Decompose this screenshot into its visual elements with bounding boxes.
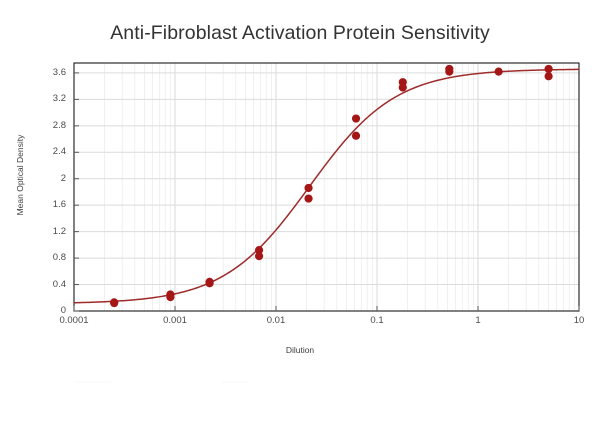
data-point bbox=[494, 67, 503, 76]
minor-gridlines bbox=[104, 63, 575, 311]
y-tick-label: 2 bbox=[60, 172, 66, 184]
y-tick-label: 0.8 bbox=[52, 252, 66, 264]
x-tick-label: 1 bbox=[475, 315, 481, 326]
data-point bbox=[166, 293, 175, 302]
y-tick-label: 2.8 bbox=[52, 119, 66, 131]
major-horizontal-gridlines bbox=[74, 72, 579, 286]
y-tick-label: 1.2 bbox=[52, 225, 66, 237]
data-point bbox=[351, 114, 361, 123]
axis-tick-marks bbox=[73, 72, 580, 312]
scan-artifact bbox=[222, 381, 248, 383]
data-point bbox=[351, 131, 361, 140]
y-tick-label: 0 bbox=[60, 305, 66, 316]
y-tick-label: 2.4 bbox=[52, 146, 66, 158]
y-tick-label: 0.4 bbox=[52, 278, 66, 290]
data-point bbox=[304, 183, 313, 193]
data-point bbox=[398, 83, 407, 92]
chart-title: Anti-Fibroblast Activation Protein Sensi… bbox=[110, 22, 490, 44]
y-tick-label: 1.6 bbox=[52, 199, 66, 211]
data-point bbox=[445, 67, 454, 76]
fit-curve bbox=[73, 68, 580, 304]
y-tick-label: 3.6 bbox=[52, 66, 66, 78]
data-point bbox=[544, 72, 553, 81]
x-axis-title: Dilution bbox=[285, 345, 315, 355]
x-tick-label: 0.001 bbox=[163, 315, 187, 326]
x-tick-label: 0.1 bbox=[370, 315, 384, 326]
data-point bbox=[304, 194, 313, 203]
data-points bbox=[110, 64, 553, 308]
data-point bbox=[205, 279, 214, 288]
data-point bbox=[110, 298, 119, 308]
plot-frame bbox=[73, 62, 580, 312]
major-vertical-gridlines bbox=[73, 63, 580, 311]
data-point bbox=[254, 246, 264, 255]
data-point bbox=[544, 64, 553, 74]
y-tick-label: 3.2 bbox=[52, 93, 66, 105]
x-tick-label: 10 bbox=[573, 315, 585, 326]
x-tick-label: 0.01 bbox=[266, 315, 286, 326]
scan-artifact bbox=[75, 381, 111, 383]
data-point bbox=[254, 252, 264, 261]
x-tick-label: 0.0001 bbox=[59, 315, 89, 326]
